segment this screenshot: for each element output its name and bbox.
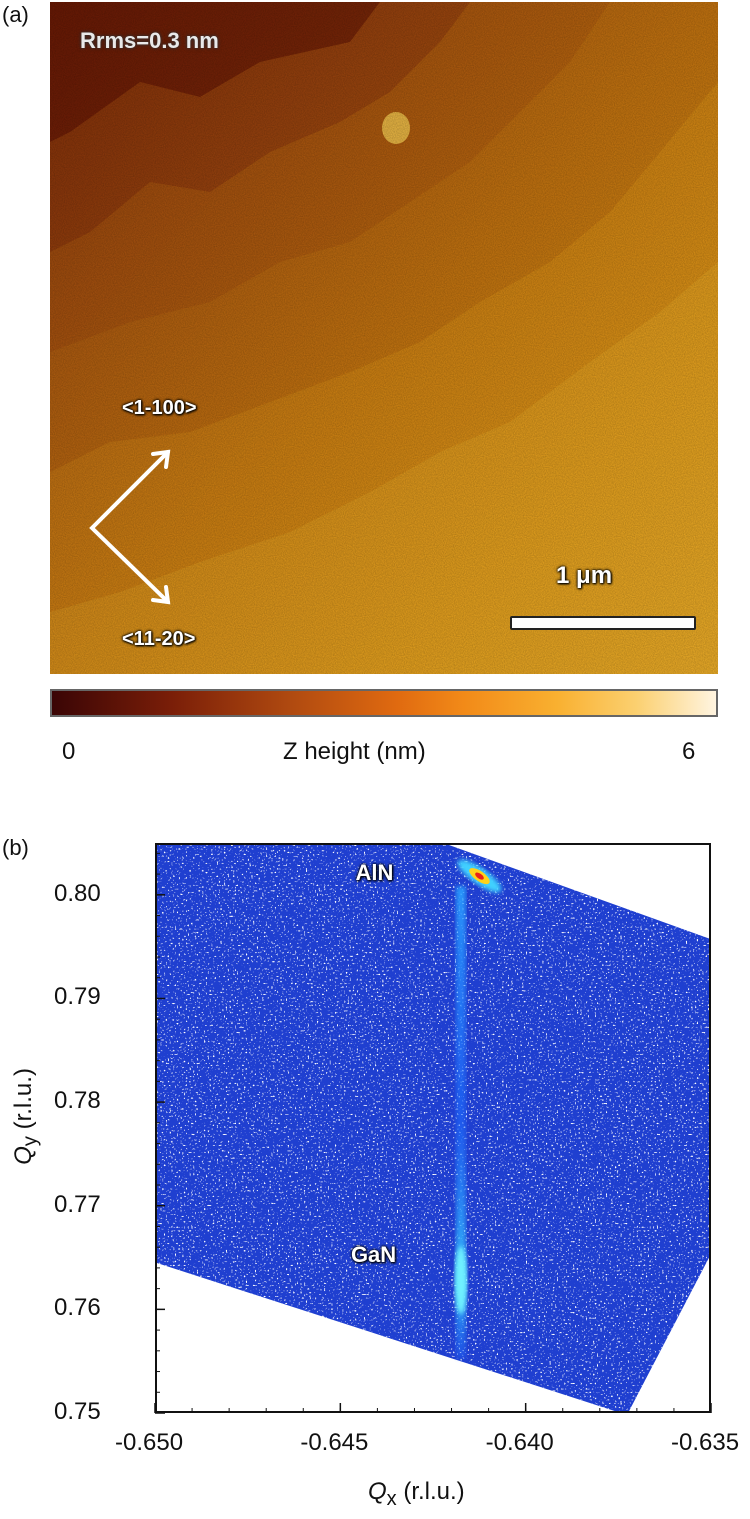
reciprocal-space-map	[155, 843, 711, 1413]
rsm-plot-area	[157, 845, 709, 1411]
y-tick-label: 0.80	[54, 879, 101, 907]
colorbar-title: Z height (nm)	[283, 738, 426, 765]
y-tick-label: 0.79	[54, 983, 101, 1011]
scale-bar-label: 1 μm	[556, 562, 613, 589]
diffraction-streak	[455, 886, 466, 1358]
z-height-colorbar	[50, 689, 718, 717]
x-tick-label: -0.640	[485, 1429, 554, 1456]
colorbar-max-label: 6	[682, 738, 696, 765]
peak-aln-core	[475, 872, 484, 880]
afm-surface-map	[50, 2, 718, 674]
direction-label-1-100: <1-100>	[122, 397, 197, 419]
peak-gan	[454, 1246, 467, 1315]
direction-label-11-20: <11-20>	[122, 628, 196, 650]
rms-roughness-label: Rrms=0.3 nm	[80, 28, 219, 53]
panel-b-label: (b)	[2, 835, 29, 860]
x-tick-label: -0.645	[300, 1429, 369, 1456]
x-axis-title: Qx (r.l.u.)	[368, 1478, 465, 1510]
y-tick-label: 0.77	[54, 1190, 101, 1218]
y-axis-title: Qy (r.l.u.)	[9, 1068, 42, 1165]
scale-bar	[510, 616, 696, 630]
x-tick-label: -0.635	[671, 1429, 740, 1456]
peak-label-gan: GaN	[350, 1242, 397, 1268]
colorbar-min-label: 0	[62, 738, 76, 765]
direction-arrows	[89, 449, 171, 605]
scan-region	[157, 845, 709, 1411]
y-tick-label: 0.78	[54, 1087, 101, 1115]
y-tick-label: 0.76	[54, 1294, 101, 1322]
peak-label-aln: AlN	[355, 860, 394, 886]
panel-a-label: (a)	[2, 2, 29, 27]
scan-noise	[157, 845, 709, 1411]
afm-height-image: Rrms=0.3 nm <1-100> <11-20> 1 μm	[50, 2, 718, 674]
x-tick-label: -0.650	[115, 1429, 184, 1456]
y-tick-label: 0.75	[54, 1398, 101, 1425]
